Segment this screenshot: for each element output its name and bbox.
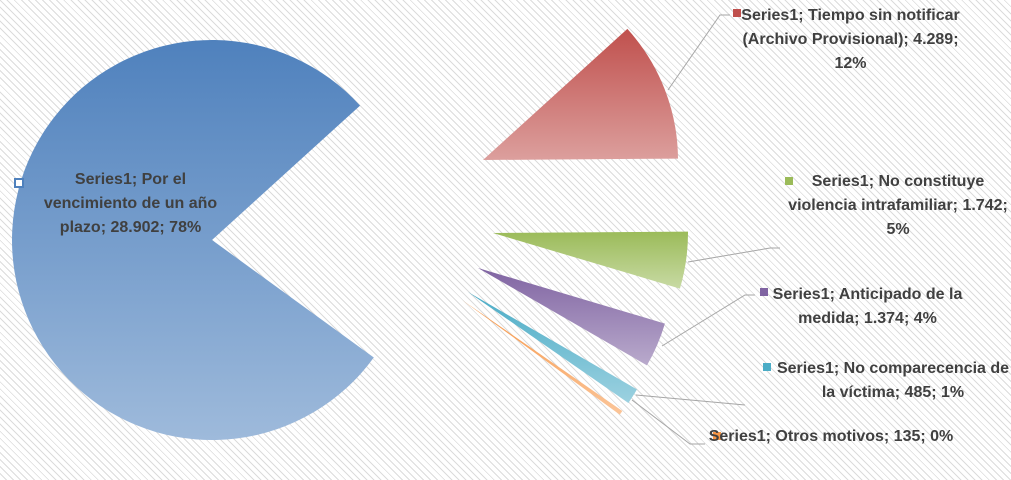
leader-line [687,247,780,263]
data-label: Series1; No comparecencia de la víctima;… [776,360,1010,401]
pie-slice [11,40,374,440]
leader-line [667,14,730,91]
legend-key [733,9,741,17]
pie-slice [468,292,637,403]
legend-key [14,178,24,188]
legend-key [763,363,771,371]
leader-line [635,394,746,406]
data-label: Series1; Anticipado de la medida; 1.374;… [772,286,963,327]
data-label: Series1; Tiempo sin notificar (Archivo P… [741,7,960,72]
pie-slice [462,300,623,415]
leader-line [661,294,755,347]
pie-slice [478,268,665,366]
pie-slice [483,28,678,160]
data-label: Series1; Por el vencimiento de un año pl… [43,171,218,236]
leader-line [631,399,705,445]
data-label: Series1; Otros motivos; 135; 0% [708,428,954,445]
legend-key [760,288,768,296]
data-label: Series1; No constituye violencia intrafa… [788,173,1008,238]
pie-slice [493,231,688,289]
legend-key [713,432,721,440]
legend-key [785,177,793,185]
